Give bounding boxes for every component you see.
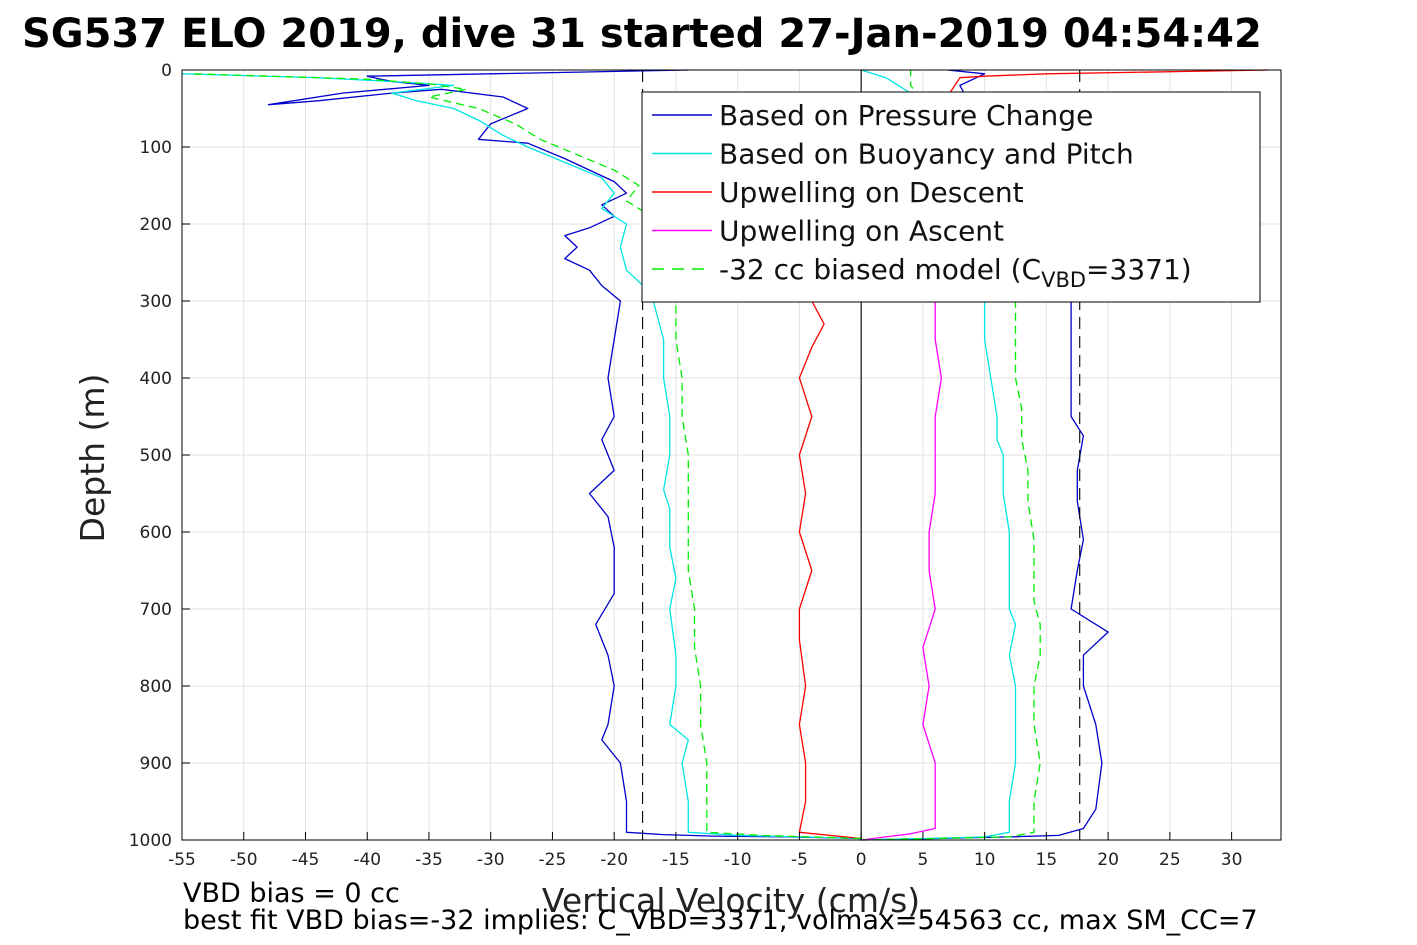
x-tick-label: 5 — [917, 850, 928, 870]
x-tick-label: -40 — [353, 850, 381, 870]
x-tick-label: -15 — [662, 850, 690, 870]
footer-line-2: best fit VBD bias=-32 implies: C_VBD=337… — [183, 905, 1258, 936]
footer-line-1: VBD bias = 0 cc — [183, 878, 400, 909]
x-tick-label: 0 — [856, 850, 867, 870]
legend-box — [641, 91, 1261, 303]
chart-title: SG537 ELO 2019, dive 31 started 27-Jan-2… — [22, 11, 1262, 57]
x-tick-label: -25 — [539, 850, 567, 870]
x-axis-label: Vertical Velocity (cm/s) — [542, 881, 920, 920]
x-tick-label: -5 — [791, 850, 808, 870]
x-tick-label: 30 — [1221, 850, 1243, 870]
y-tick-label: 700 — [140, 600, 172, 620]
legend-label: Upwelling on Descent — [719, 176, 1024, 209]
series-line-2-descent — [798, 69, 1269, 840]
y-tick-label: 800 — [140, 677, 172, 697]
y-tick-label: 600 — [140, 523, 172, 543]
series-line-3-ascent — [861, 301, 943, 841]
x-tick-label: -30 — [477, 850, 505, 870]
y-tick-label: 100 — [140, 138, 172, 158]
y-tick-label: 300 — [140, 292, 172, 312]
x-tick-label: -55 — [168, 850, 196, 870]
y-tick-label: 0 — [161, 61, 172, 81]
x-tick-label: 10 — [974, 850, 996, 870]
legend-label: Based on Pressure Change — [719, 99, 1093, 132]
x-tick-label: 25 — [1159, 850, 1181, 870]
x-tick-label: 20 — [1097, 850, 1119, 870]
series-line-1-descent — [181, 73, 862, 840]
x-tick-label: -20 — [600, 850, 628, 870]
y-tick-label: 200 — [140, 215, 172, 235]
x-tick-label: -10 — [724, 850, 752, 870]
legend-label: Based on Buoyancy and Pitch — [719, 138, 1134, 171]
x-tick-label: -35 — [415, 850, 443, 870]
legend: Based on Pressure Change Based on Buoyanc… — [641, 91, 1261, 303]
axis-ticks: -55 -50 -45 -40 -35 -30 -25 -20 -15 -10 -5 0 5 10 15 20… — [129, 61, 1243, 870]
legend-label: -32 cc biased model (CVBD=3371) — [719, 253, 1192, 292]
y-axis-label: Depth (m) — [73, 374, 112, 543]
y-tick-label: 900 — [140, 754, 172, 774]
series-line-4-descent — [194, 73, 862, 840]
y-tick-label: 1000 — [129, 831, 172, 851]
legend-label: Upwelling on Ascent — [719, 215, 1004, 248]
y-tick-label: 500 — [140, 446, 172, 466]
series-line-0-descent — [267, 69, 862, 840]
x-tick-label: -45 — [292, 850, 320, 870]
x-tick-label: -50 — [230, 850, 258, 870]
y-tick-label: 400 — [140, 369, 172, 389]
x-tick-label: 15 — [1036, 850, 1058, 870]
